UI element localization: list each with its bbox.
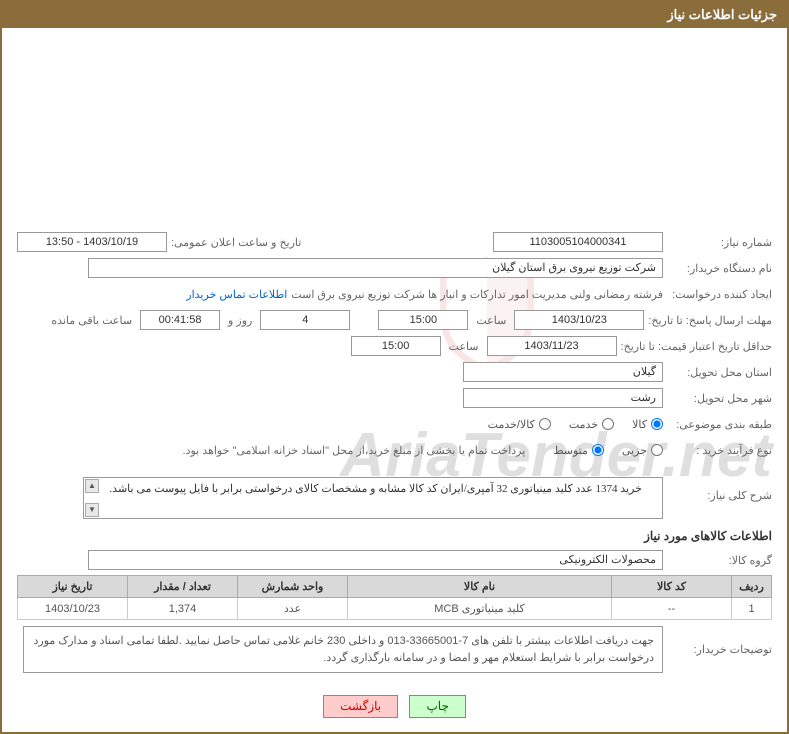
delivery-province-value: گیلان (463, 362, 663, 382)
table-header-cell: کد کالا (612, 576, 732, 598)
table-cell: 1 (732, 598, 772, 620)
radio-goods[interactable] (651, 418, 663, 430)
delivery-city-label: شهر محل تحویل: (667, 392, 772, 405)
table-cell: 1403/10/23 (18, 598, 128, 620)
table-cell: کلید مینیاتوری MCB (348, 598, 612, 620)
radio-service[interactable] (602, 418, 614, 430)
row-category: طبقه بندی موضوعی: کالا خدمت کالا/خدمت (17, 413, 772, 435)
row-buyer-notes: توضیحات خریدار: جهت دریافت اطلاعات بیشتر… (17, 626, 772, 673)
row-purchase-type: نوع فرآیند خرید : جزیی متوسط پرداخت تمام… (17, 439, 772, 461)
buyer-org-label: نام دستگاه خریدار: (667, 262, 772, 275)
radio-medium[interactable] (592, 444, 604, 456)
purchase-type-radio-group: جزیی متوسط (553, 444, 663, 457)
price-validity-date: 1403/11/23 (487, 336, 617, 356)
time-remaining: 00:41:58 (140, 310, 220, 330)
requester-label: ایجاد کننده درخواست: (667, 288, 772, 301)
goods-group-label: گروه کالا: (667, 554, 772, 567)
table-header-cell: نام کالا (348, 576, 612, 598)
content-area: AriaTender.net شماره نیاز: 1103005104000… (2, 28, 787, 685)
goods-table-body: 1--کلید مینیاتوری MCBعدد1,3741403/10/23 (18, 598, 772, 620)
need-number-label: شماره نیاز: (667, 236, 772, 249)
header-bar: جزئیات اطلاعات نیاز (2, 2, 787, 28)
days-remaining: 4 (260, 310, 350, 330)
row-delivery-city: شهر محل تحویل: رشت (17, 387, 772, 409)
time-remaining-label: ساعت باقی مانده (47, 314, 136, 327)
main-frame: جزئیات اطلاعات نیاز AriaTender.net شماره… (0, 0, 789, 734)
row-need-number: شماره نیاز: 1103005104000341 تاریخ و ساع… (17, 231, 772, 253)
row-reply-deadline: مهلت ارسال پاسخ: تا تاریخ: 1403/10/23 سا… (17, 309, 772, 331)
row-requester: ایجاد کننده درخواست: فرشته رمضانی ولنی م… (17, 283, 772, 305)
row-price-validity: حداقل تاریخ اعتبار قیمت: تا تاریخ: 1403/… (17, 335, 772, 357)
days-and-label: روز و (224, 314, 256, 327)
table-header-cell: واحد شمارش (238, 576, 348, 598)
buyer-org-value: شرکت توزیع نیروی برق استان گیلان (88, 258, 663, 278)
row-buyer-org: نام دستگاه خریدار: شرکت توزیع نیروی برق … (17, 257, 772, 279)
radio-goods-label: کالا (632, 418, 647, 431)
requester-value: فرشته رمضانی ولنی مدیریت امور تدارکات و … (291, 288, 663, 301)
category-label: طبقه بندی موضوعی: (667, 418, 772, 431)
footer: چاپ بازگشت (2, 685, 787, 732)
table-row: 1--کلید مینیاتوری MCBعدد1,3741403/10/23 (18, 598, 772, 620)
radio-goods-service-label: کالا/خدمت (488, 418, 535, 431)
radio-partial[interactable] (651, 444, 663, 456)
category-radio-group: کالا خدمت کالا/خدمت (488, 418, 663, 431)
buyer-notes-label: توضیحات خریدار: (667, 643, 772, 656)
table-cell: -- (612, 598, 732, 620)
need-number-value: 1103005104000341 (493, 232, 663, 252)
row-delivery-province: استان محل تحویل: گیلان (17, 361, 772, 383)
time-label-2: ساعت (445, 340, 483, 353)
row-need-desc: شرح کلی نیاز: خرید 1374 عدد کلید مینیاتو… (17, 477, 772, 519)
row-goods-group: گروه کالا: محصولات الکترونیکی (17, 549, 772, 571)
announce-datetime-value: 1403/10/19 - 13:50 (17, 232, 167, 252)
table-header-cell: تعداد / مقدار (128, 576, 238, 598)
radio-medium-item[interactable]: متوسط (553, 444, 604, 457)
price-validity-label: حداقل تاریخ اعتبار قیمت: تا تاریخ: (621, 340, 772, 353)
radio-goods-service[interactable] (539, 418, 551, 430)
buyer-contact-link[interactable]: اطلاعات تماس خریدار (186, 288, 287, 301)
reply-deadline-time: 15:00 (378, 310, 468, 330)
radio-service-item[interactable]: خدمت (569, 418, 614, 431)
goods-info-title: اطلاعات کالاهای مورد نیاز (17, 529, 772, 543)
radio-medium-label: متوسط (553, 444, 588, 457)
need-desc-textarea[interactable]: خرید 1374 عدد کلید مینیاتوری 32 آمپری/ای… (83, 477, 663, 519)
reply-deadline-date: 1403/10/23 (514, 310, 644, 330)
radio-service-label: خدمت (569, 418, 598, 431)
need-desc-wrap: خرید 1374 عدد کلید مینیاتوری 32 آمپری/ای… (83, 477, 663, 519)
radio-partial-item[interactable]: جزیی (622, 444, 663, 457)
time-label-1: ساعت (472, 314, 510, 327)
delivery-province-label: استان محل تحویل: (667, 366, 772, 379)
buyer-notes-box: جهت دریافت اطلاعات بیشتر با تلفن های 7-3… (23, 626, 663, 673)
scroll-up-icon[interactable]: ▲ (85, 479, 99, 493)
header-title: جزئیات اطلاعات نیاز (667, 7, 777, 22)
goods-group-value: محصولات الکترونیکی (88, 550, 663, 570)
delivery-city-value: رشت (463, 388, 663, 408)
need-desc-label: شرح کلی نیاز: (667, 477, 772, 502)
table-cell: 1,374 (128, 598, 238, 620)
table-cell: عدد (238, 598, 348, 620)
purchase-note: پرداخت تمام یا بخشی از مبلغ خرید،از محل … (183, 444, 526, 457)
table-header-cell: تاریخ نیاز (18, 576, 128, 598)
radio-goods-item[interactable]: کالا (632, 418, 663, 431)
radio-partial-label: جزیی (622, 444, 647, 457)
back-button[interactable]: بازگشت (323, 695, 398, 718)
price-validity-time: 15:00 (351, 336, 441, 356)
purchase-type-label: نوع فرآیند خرید : (667, 444, 772, 457)
radio-goods-service-item[interactable]: کالا/خدمت (488, 418, 551, 431)
table-header-cell: ردیف (732, 576, 772, 598)
reply-deadline-label: مهلت ارسال پاسخ: تا تاریخ: (648, 314, 772, 327)
announce-datetime-label: تاریخ و ساعت اعلان عمومی: (171, 236, 301, 249)
scroll-down-icon[interactable]: ▼ (85, 503, 99, 517)
goods-table-header: ردیفکد کالانام کالاواحد شمارشتعداد / مقد… (18, 576, 772, 598)
print-button[interactable]: چاپ (409, 695, 465, 718)
